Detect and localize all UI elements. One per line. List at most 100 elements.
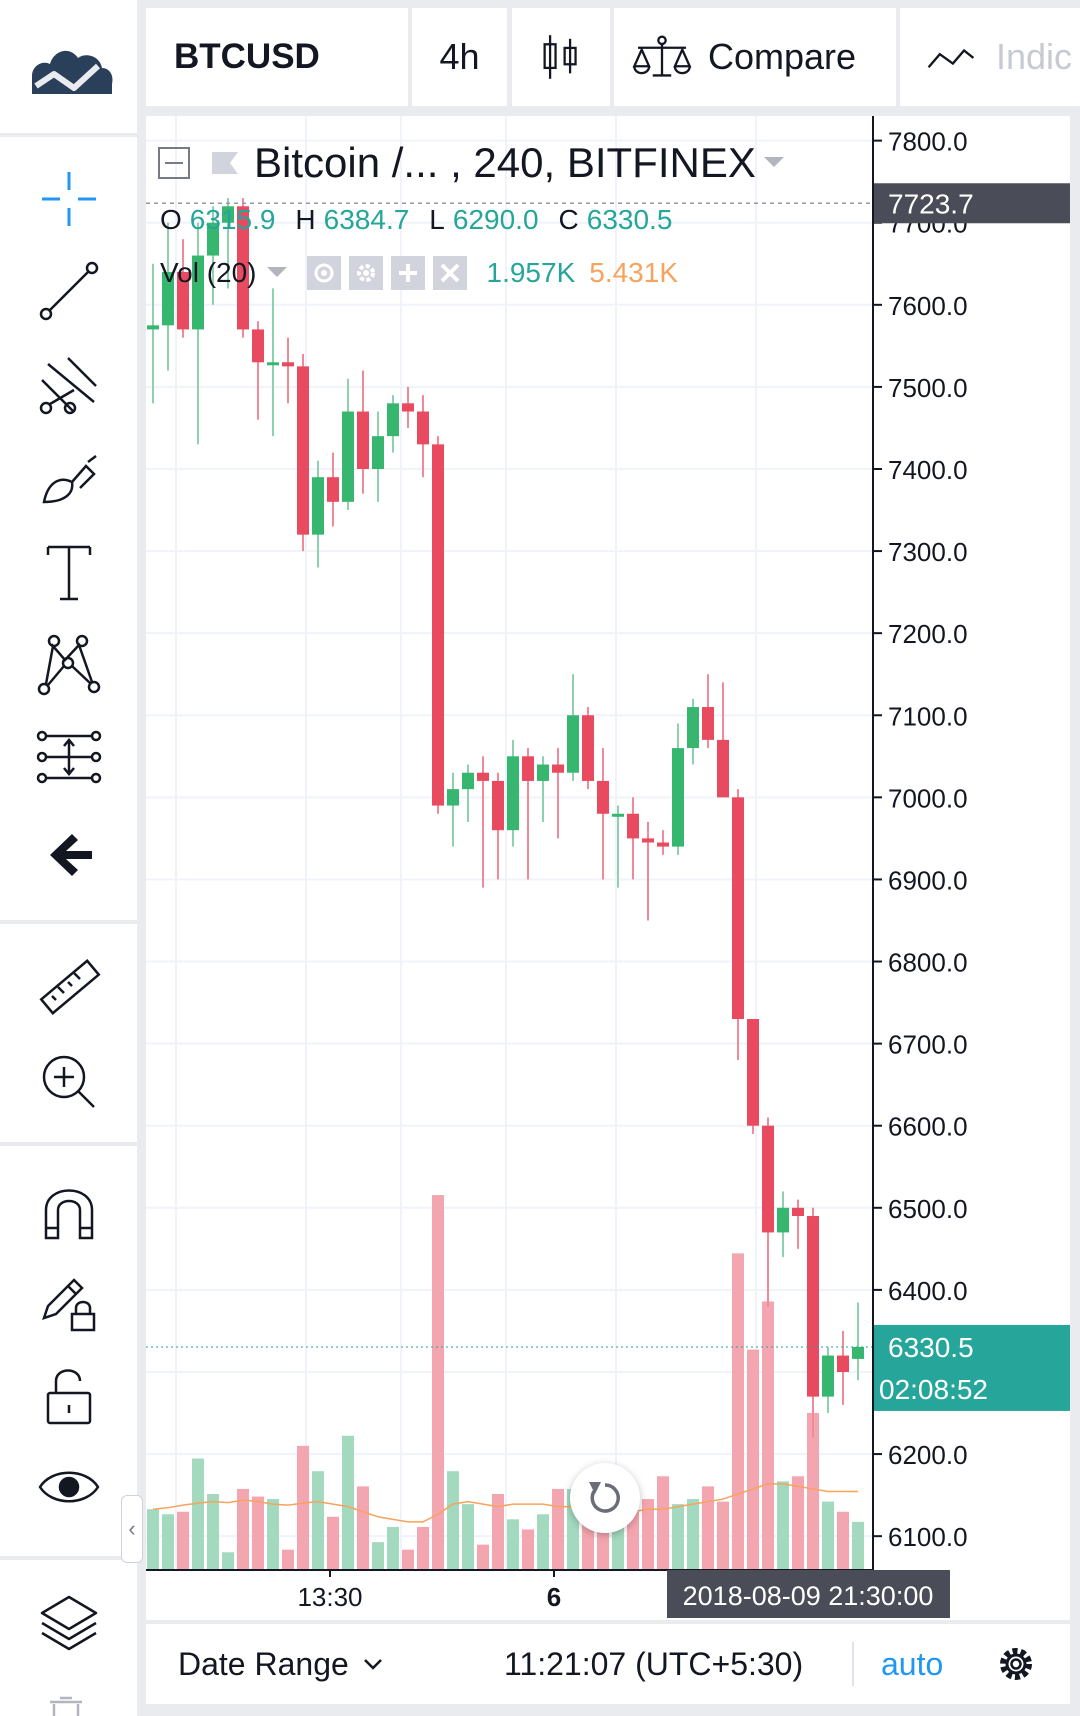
candle-body [657,842,669,847]
chart-canvas[interactable]: 7800.07700.07600.07500.07400.07300.07200… [146,116,1070,1620]
volume-study-label[interactable]: Vol (20) [160,257,257,288]
eye-icon[interactable] [24,1447,114,1527]
open-value: 6315.9 [189,204,276,235]
candle-body [282,362,294,367]
candle-body [252,329,264,363]
study-remove-close-icon[interactable] [432,256,467,290]
candle-body [627,813,639,839]
volume-bar [447,1471,459,1570]
interval-button[interactable]: 4h [412,8,507,106]
candle-body [477,772,489,781]
reset-rotate-icon [589,1482,620,1513]
bottom-bar: Date Range 11:21:07 (UTC+5:30) auto [146,1624,1070,1704]
left-toolbar [0,0,137,1716]
study-settings-gear-icon[interactable] [348,256,383,290]
high-label: H [295,204,316,235]
study-add-plus-icon[interactable] [390,256,425,290]
candle-body [582,715,594,781]
study-chevron-down-icon[interactable] [266,267,287,279]
volume-ma-line [152,1483,858,1523]
chart-style-button[interactable] [512,8,610,106]
layers-icon[interactable] [24,1582,114,1662]
layers-box [0,1560,137,1716]
volume-bar [777,1481,789,1570]
brush-tool-icon[interactable] [24,439,114,519]
volume-bar [522,1529,534,1570]
candle-body [687,707,699,749]
ohlc-legend: O 6315.9 H 6384.7 L 6290.0 C 6330.5 [160,200,692,240]
compare-button[interactable]: Compare [614,8,896,106]
volume-ma-value: 5.431K [589,257,678,288]
candle-body [222,206,234,223]
reset-chart-button[interactable] [570,1463,640,1533]
volume-bar [477,1544,489,1570]
volume-bars [147,1195,864,1570]
close-value: 6330.5 [586,204,673,235]
indicators-button[interactable]: Indic [900,8,1080,106]
symbol-search-button[interactable]: BTCUSD [146,8,408,106]
low-label: L [429,204,445,235]
volume-bar [627,1511,639,1570]
chart-settings-gear-icon[interactable] [994,1642,1038,1686]
chevron-down-icon[interactable] [763,157,784,169]
prediction-tool-icon[interactable] [24,717,114,797]
unlock-icon[interactable] [24,1356,114,1436]
collapse-legend-icon[interactable] [158,147,190,179]
back-arrow-icon[interactable] [24,815,114,895]
volume-bar [462,1504,474,1570]
auto-scale-button[interactable]: auto [881,1624,943,1704]
flag-icon[interactable] [210,148,240,178]
volume-bar [387,1526,399,1570]
text-tool-icon[interactable] [24,532,114,612]
time-tick-label: 13:30 [297,1582,362,1612]
last-price-label: 6330.5 [888,1332,974,1363]
tradingview-logo-icon[interactable] [24,36,116,100]
price-tick-label: 7400.0 [888,455,968,485]
pitchfork-tool-icon[interactable] [24,345,114,425]
volume-bar [297,1445,309,1570]
toolbar-collapse-handle[interactable]: ‹ [121,1495,143,1563]
candle-body [357,411,369,469]
volume-bar [792,1476,804,1570]
candle-body [147,325,159,330]
price-axis[interactable]: 7800.07700.07600.07500.07400.07300.07200… [872,116,1070,1569]
volume-bar [237,1488,249,1570]
time-axis[interactable]: 13:30 6 2018-08-09 21:30:00 [146,1569,1070,1620]
candle-body [177,271,189,330]
volume-bar [717,1501,729,1570]
pattern-tool-icon[interactable] [24,624,114,704]
price-tick-label: 7300.0 [888,537,968,567]
candle-body [567,715,579,773]
zoom-in-icon[interactable] [24,1042,114,1122]
trend-line-tool-icon[interactable] [24,251,114,331]
study-visibility-eye-icon[interactable] [306,256,341,290]
candle-body [492,780,504,831]
time-tick-label: 6 [547,1582,561,1612]
volume-bar [837,1511,849,1570]
lock-drawings-icon[interactable] [24,1263,114,1343]
ruler-icon[interactable] [24,949,114,1029]
volume-bar [372,1542,384,1570]
crosshair-tool-icon[interactable] [24,159,114,239]
compare-scales-icon [632,35,692,77]
low-value: 6290.0 [452,204,539,235]
candle-body [297,366,309,535]
volume-bar [267,1499,279,1570]
candles-icon [543,35,577,79]
magnet-icon[interactable] [24,1171,114,1251]
price-tick-label: 7600.0 [888,291,968,321]
chart-panel[interactable]: 7800.0 7700.0 7600.0 7500.0 7400.0 7300.0 7200… [146,116,1070,1620]
trash-icon[interactable] [46,1692,86,1716]
timezone-clock[interactable]: 11:21:07 (UTC+5:30) [504,1624,803,1704]
date-range-button[interactable]: Date Range [178,1624,383,1704]
volume-bar [687,1499,699,1570]
bottom-divider [852,1642,854,1686]
candle-body [207,222,219,256]
price-tick-label: 7800.0 [888,127,968,157]
candle-body [402,403,414,412]
candle-body [267,362,279,366]
option-tools-box [0,1146,137,1556]
volume-ma-polyline [152,1483,858,1523]
high-value: 6384.7 [323,204,410,235]
date-range-chevron-icon [363,1659,382,1670]
